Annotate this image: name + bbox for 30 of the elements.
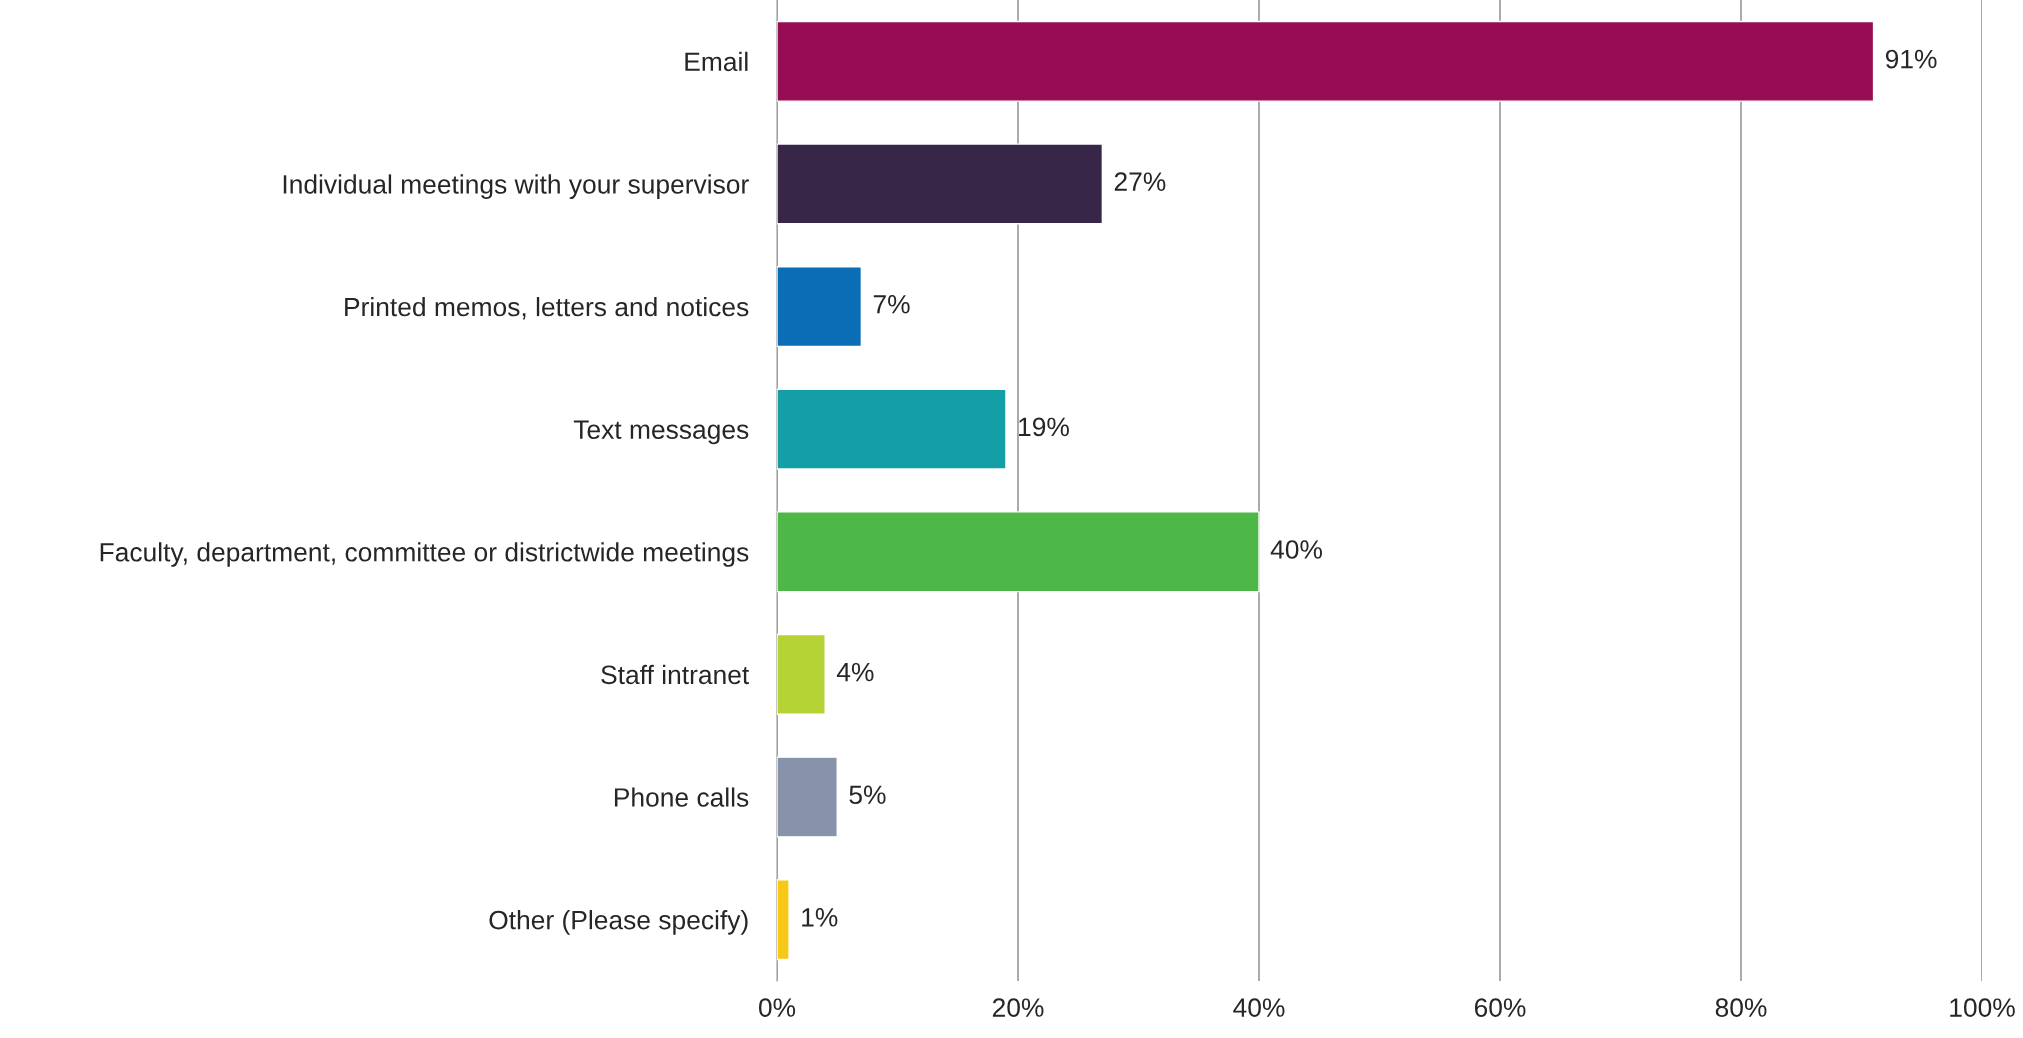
data-label: 91% — [1885, 49, 1937, 69]
bar — [777, 388, 1007, 470]
x-tick-label: 100% — [1950, 998, 2015, 1017]
data-label: 27% — [1114, 172, 1166, 191]
data-label: 7% — [873, 295, 910, 314]
y-tick-label: Text messages — [573, 420, 749, 445]
x-tick-label: 20% — [992, 998, 1044, 1017]
data-label: 5% — [849, 785, 886, 805]
bar — [777, 756, 838, 838]
data-label: 40% — [1270, 540, 1322, 559]
x-tick-label: 40% — [1233, 998, 1285, 1017]
bar — [777, 633, 826, 715]
data-label: 19% — [1019, 417, 1069, 437]
x-tick-label: 80% — [1715, 998, 1767, 1017]
y-tick-label: Printed memos, letters and notices — [345, 296, 749, 320]
y-tick-label: Individual meetings with your supervisor — [283, 174, 749, 199]
bar — [777, 143, 1104, 225]
x-tick-label: 60% — [1474, 998, 1526, 1017]
y-tick-label: Email — [685, 51, 748, 72]
bar — [777, 265, 863, 348]
data-label: 1% — [802, 908, 838, 927]
data-label: 4% — [836, 662, 874, 682]
y-tick-label: Staff intranet — [601, 664, 750, 685]
y-tick-label: Other (Please specify) — [489, 910, 748, 935]
y-tick-label: Faculty, department, committee or districtwide meetings — [100, 542, 749, 567]
bar — [777, 511, 1260, 593]
x-tick-label: 0% — [758, 998, 796, 1017]
y-tick-label: Phone calls — [614, 787, 749, 807]
bar — [777, 20, 1875, 102]
bar — [777, 879, 790, 961]
